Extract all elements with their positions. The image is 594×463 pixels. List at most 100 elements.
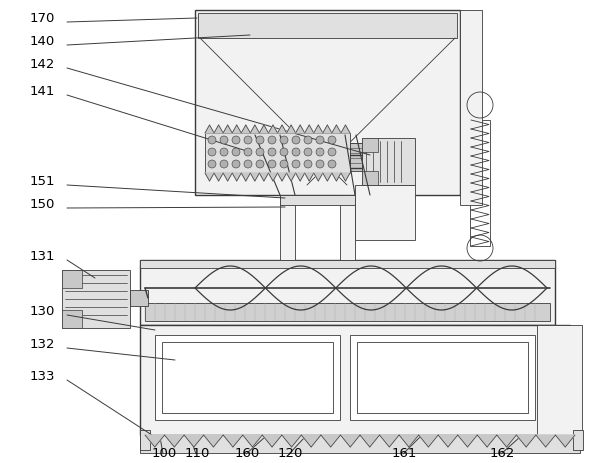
Polygon shape [301, 435, 321, 447]
Polygon shape [296, 125, 305, 133]
Circle shape [328, 160, 336, 168]
Circle shape [208, 160, 216, 168]
Polygon shape [332, 173, 341, 181]
Polygon shape [286, 125, 296, 133]
Bar [280, 195, 295, 260]
Polygon shape [223, 435, 243, 447]
Polygon shape [341, 173, 350, 181]
Circle shape [268, 148, 276, 156]
Polygon shape [243, 435, 263, 447]
Bar [145, 303, 550, 321]
Bar [362, 138, 415, 185]
Text: 110: 110 [185, 447, 210, 460]
Polygon shape [516, 435, 536, 447]
Bar [460, 10, 482, 205]
Bar [195, 10, 460, 195]
Bar [355, 185, 415, 240]
Circle shape [268, 136, 276, 144]
Polygon shape [296, 173, 305, 181]
Circle shape [232, 136, 240, 144]
Text: 151: 151 [30, 175, 55, 188]
Polygon shape [555, 435, 575, 447]
Circle shape [268, 160, 276, 168]
Polygon shape [241, 125, 250, 133]
Polygon shape [332, 125, 341, 133]
Circle shape [316, 148, 324, 156]
Bar [140, 435, 580, 453]
Polygon shape [305, 125, 314, 133]
Polygon shape [250, 125, 260, 133]
Polygon shape [205, 125, 214, 133]
Circle shape [304, 148, 312, 156]
Text: 132: 132 [30, 338, 55, 351]
Circle shape [280, 160, 288, 168]
Polygon shape [536, 435, 555, 447]
Circle shape [328, 148, 336, 156]
Bar [545, 360, 575, 415]
Polygon shape [282, 435, 301, 447]
Bar [362, 138, 378, 152]
Polygon shape [477, 435, 497, 447]
Polygon shape [340, 435, 360, 447]
Bar [162, 342, 333, 413]
Text: 141: 141 [30, 85, 55, 98]
Text: 160: 160 [235, 447, 260, 460]
Text: 140: 140 [30, 35, 55, 48]
Text: 133: 133 [30, 370, 55, 383]
Bar [362, 171, 378, 185]
Bar [62, 310, 82, 328]
Polygon shape [223, 173, 232, 181]
Circle shape [220, 160, 228, 168]
Circle shape [244, 136, 252, 144]
Bar [340, 195, 355, 260]
Polygon shape [360, 435, 380, 447]
Polygon shape [314, 125, 323, 133]
Polygon shape [223, 125, 232, 133]
Bar [62, 270, 130, 328]
Text: 161: 161 [392, 447, 418, 460]
Polygon shape [214, 173, 223, 181]
Circle shape [220, 148, 228, 156]
Polygon shape [232, 173, 241, 181]
Polygon shape [314, 173, 323, 181]
Circle shape [280, 136, 288, 144]
Circle shape [256, 136, 264, 144]
Polygon shape [497, 435, 516, 447]
Circle shape [208, 136, 216, 144]
Text: 120: 120 [278, 447, 304, 460]
Polygon shape [458, 435, 477, 447]
Circle shape [256, 148, 264, 156]
Polygon shape [260, 173, 268, 181]
Polygon shape [165, 435, 184, 447]
Polygon shape [321, 435, 340, 447]
Bar [540, 355, 580, 420]
Bar [280, 195, 355, 205]
Polygon shape [268, 173, 277, 181]
Polygon shape [204, 435, 223, 447]
Bar [350, 143, 362, 171]
Polygon shape [323, 125, 332, 133]
Text: 100: 100 [152, 447, 177, 460]
Bar [140, 430, 150, 450]
Polygon shape [232, 125, 241, 133]
Bar [130, 290, 148, 306]
Circle shape [244, 148, 252, 156]
Circle shape [244, 160, 252, 168]
Circle shape [328, 136, 336, 144]
Bar [205, 133, 350, 173]
Polygon shape [241, 173, 250, 181]
Polygon shape [268, 125, 277, 133]
Circle shape [304, 136, 312, 144]
Text: 170: 170 [30, 12, 55, 25]
Polygon shape [286, 173, 296, 181]
Polygon shape [419, 435, 438, 447]
Text: 131: 131 [30, 250, 55, 263]
Bar [537, 325, 582, 435]
Polygon shape [260, 125, 268, 133]
Polygon shape [277, 173, 286, 181]
Circle shape [280, 148, 288, 156]
Bar [573, 430, 583, 450]
Polygon shape [380, 435, 399, 447]
Bar [350, 335, 535, 420]
Bar [470, 120, 490, 246]
